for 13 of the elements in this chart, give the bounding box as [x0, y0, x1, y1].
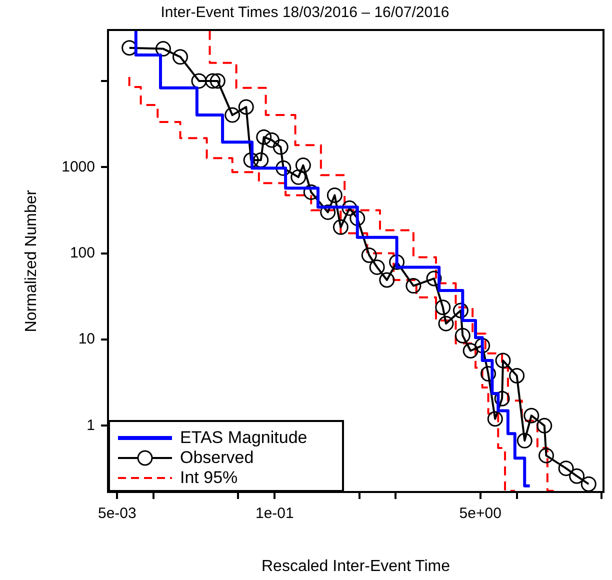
x-axis-title: Rescaled Inter-Event Time [261, 558, 450, 575]
y-tick-label: 1000 [62, 158, 95, 176]
chart-title: Inter-Event Times 18/03/2016 – 16/07/2016 [160, 4, 450, 22]
legend-label: Int 95% [180, 468, 238, 488]
legend-label: Observed [180, 448, 254, 468]
legend-label: ETAS Magnitude [180, 428, 308, 448]
y-tick-label: 10 [78, 330, 95, 348]
y-axis-title: Normalized Number [23, 189, 40, 332]
x-tick-label: 5e+00 [459, 505, 502, 522]
y-tick-label: 1 [86, 416, 95, 434]
x-tick-label: 5e-03 [98, 505, 136, 522]
y-tick-label: 100 [70, 244, 95, 262]
x-tick-label: 1e-01 [255, 505, 294, 522]
